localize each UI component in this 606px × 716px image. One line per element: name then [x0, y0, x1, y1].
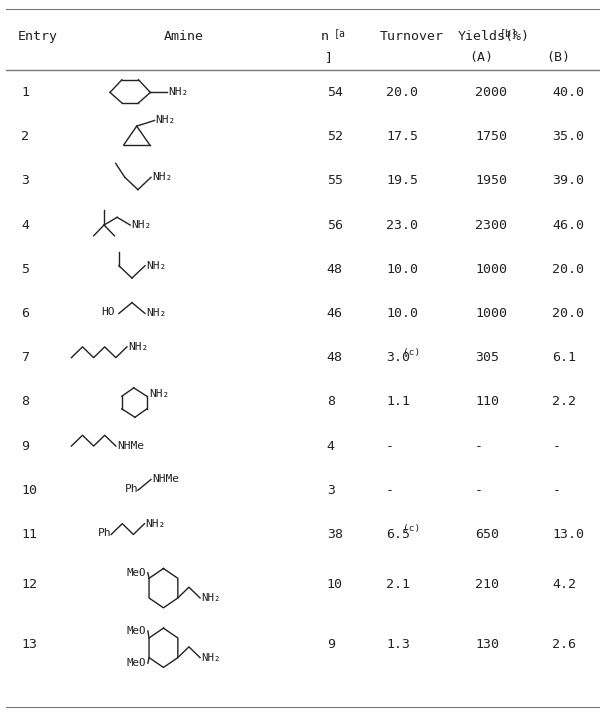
- Text: (B): (B): [547, 51, 570, 64]
- Text: 6.5: 6.5: [386, 528, 410, 541]
- Text: MeO: MeO: [127, 568, 146, 578]
- Text: 35.0: 35.0: [553, 130, 584, 143]
- Text: 2.1: 2.1: [386, 578, 410, 591]
- Text: -: -: [553, 484, 561, 497]
- Text: 130: 130: [475, 638, 499, 651]
- Text: 52: 52: [327, 130, 343, 143]
- Text: 8: 8: [327, 395, 335, 408]
- Text: 3: 3: [21, 174, 29, 188]
- Text: 13.0: 13.0: [553, 528, 584, 541]
- Text: 48: 48: [327, 263, 343, 276]
- Text: 2000: 2000: [475, 86, 507, 99]
- Text: 20.0: 20.0: [553, 307, 584, 320]
- Text: 10.0: 10.0: [386, 307, 418, 320]
- Text: NH₂: NH₂: [145, 518, 166, 528]
- Text: Ph: Ph: [125, 484, 138, 494]
- Text: 10: 10: [327, 578, 343, 591]
- Text: 305: 305: [475, 351, 499, 364]
- Text: -: -: [553, 440, 561, 453]
- Text: [b]: [b]: [500, 28, 518, 38]
- Text: NH₂: NH₂: [152, 173, 172, 183]
- Text: 23.0: 23.0: [386, 218, 418, 231]
- Text: 11: 11: [21, 528, 37, 541]
- Text: [a: [a: [334, 28, 346, 38]
- Text: 1000: 1000: [475, 263, 507, 276]
- Text: 4.2: 4.2: [553, 578, 576, 591]
- Text: 210: 210: [475, 578, 499, 591]
- Text: 40.0: 40.0: [553, 86, 584, 99]
- Text: 2.2: 2.2: [553, 395, 576, 408]
- Text: 12: 12: [21, 578, 37, 591]
- Text: (c): (c): [403, 524, 421, 533]
- Text: -: -: [475, 440, 483, 453]
- Text: (c): (c): [403, 347, 421, 357]
- Text: 20.0: 20.0: [386, 86, 418, 99]
- Text: 46: 46: [327, 307, 343, 320]
- Text: 55: 55: [327, 174, 343, 188]
- Text: 19.5: 19.5: [386, 174, 418, 188]
- Text: ]: ]: [324, 51, 332, 64]
- Text: 9: 9: [327, 638, 335, 651]
- Text: 6: 6: [21, 307, 29, 320]
- Text: NH₂: NH₂: [132, 220, 152, 230]
- Text: 1.3: 1.3: [386, 638, 410, 651]
- Text: NH₂: NH₂: [168, 87, 188, 97]
- Text: 46.0: 46.0: [553, 218, 584, 231]
- Text: Ph: Ph: [98, 528, 112, 538]
- Text: 20.0: 20.0: [553, 263, 584, 276]
- Text: NH₂: NH₂: [201, 652, 221, 662]
- Text: 1000: 1000: [475, 307, 507, 320]
- Text: 1.1: 1.1: [386, 395, 410, 408]
- Text: Amine: Amine: [164, 29, 204, 43]
- Text: 5: 5: [21, 263, 29, 276]
- Text: 39.0: 39.0: [553, 174, 584, 188]
- Text: (A): (A): [469, 51, 493, 64]
- Text: 10.0: 10.0: [386, 263, 418, 276]
- Text: 2.6: 2.6: [553, 638, 576, 651]
- Text: Yields(%): Yields(%): [458, 29, 530, 43]
- Text: 13: 13: [21, 638, 37, 651]
- Text: 3.0: 3.0: [386, 351, 410, 364]
- Text: NHMe: NHMe: [117, 441, 144, 451]
- Text: 38: 38: [327, 528, 343, 541]
- Text: 110: 110: [475, 395, 499, 408]
- Text: 2300: 2300: [475, 218, 507, 231]
- Text: -: -: [386, 484, 394, 497]
- Text: 3: 3: [327, 484, 335, 497]
- Text: 10: 10: [21, 484, 37, 497]
- Text: 9: 9: [21, 440, 29, 453]
- Text: 2: 2: [21, 130, 29, 143]
- Text: 1950: 1950: [475, 174, 507, 188]
- Text: 48: 48: [327, 351, 343, 364]
- Text: 4: 4: [327, 440, 335, 453]
- Text: 17.5: 17.5: [386, 130, 418, 143]
- Text: -: -: [386, 440, 394, 453]
- Text: 4: 4: [21, 218, 29, 231]
- Text: n: n: [321, 29, 329, 43]
- Text: 1: 1: [21, 86, 29, 99]
- Text: MeO: MeO: [127, 626, 146, 636]
- Text: 650: 650: [475, 528, 499, 541]
- Text: NH₂: NH₂: [149, 389, 170, 399]
- Text: 6.1: 6.1: [553, 351, 576, 364]
- Text: MeO: MeO: [127, 658, 146, 668]
- Text: 8: 8: [21, 395, 29, 408]
- Text: NHMe: NHMe: [152, 475, 179, 485]
- Text: Turnover: Turnover: [380, 29, 444, 43]
- Text: -: -: [475, 484, 483, 497]
- Text: Entry: Entry: [18, 29, 58, 43]
- Text: NH₂: NH₂: [201, 593, 221, 603]
- Text: NH₂: NH₂: [156, 115, 176, 125]
- Text: 54: 54: [327, 86, 343, 99]
- Text: 56: 56: [327, 218, 343, 231]
- Text: HO: HO: [101, 307, 115, 317]
- Text: NH₂: NH₂: [128, 342, 148, 352]
- Text: NH₂: NH₂: [146, 309, 167, 319]
- Text: NH₂: NH₂: [146, 261, 167, 271]
- Text: 1750: 1750: [475, 130, 507, 143]
- Text: 7: 7: [21, 351, 29, 364]
